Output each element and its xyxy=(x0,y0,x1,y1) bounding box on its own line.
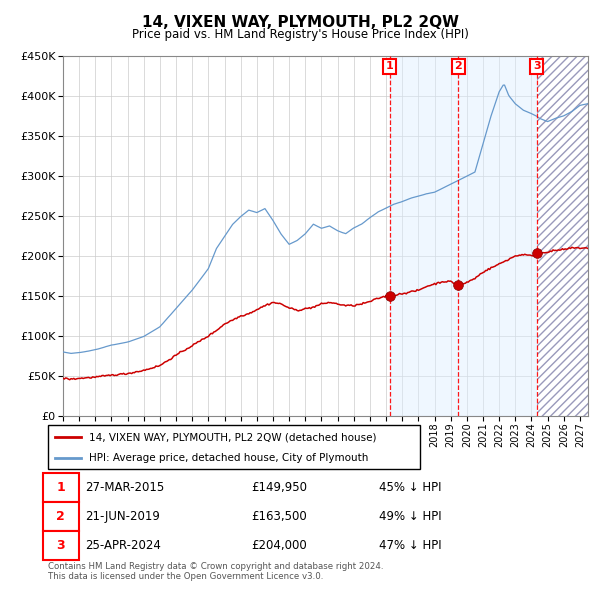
Text: 2: 2 xyxy=(454,61,462,71)
Text: 27-MAR-2015: 27-MAR-2015 xyxy=(85,481,164,494)
Bar xyxy=(390,56,536,416)
Text: Price paid vs. HM Land Registry's House Price Index (HPI): Price paid vs. HM Land Registry's House … xyxy=(131,28,469,41)
Text: 45% ↓ HPI: 45% ↓ HPI xyxy=(379,481,442,494)
Text: 3: 3 xyxy=(533,61,541,71)
FancyBboxPatch shape xyxy=(43,531,79,560)
FancyBboxPatch shape xyxy=(43,502,79,531)
Bar xyxy=(536,56,588,416)
Text: HPI: Average price, detached house, City of Plymouth: HPI: Average price, detached house, City… xyxy=(89,454,368,463)
Text: 14, VIXEN WAY, PLYMOUTH, PL2 2QW (detached house): 14, VIXEN WAY, PLYMOUTH, PL2 2QW (detach… xyxy=(89,432,376,442)
Text: 1: 1 xyxy=(386,61,394,71)
Text: £149,950: £149,950 xyxy=(251,481,307,494)
Text: 1: 1 xyxy=(56,481,65,494)
Text: Contains HM Land Registry data © Crown copyright and database right 2024.
This d: Contains HM Land Registry data © Crown c… xyxy=(48,562,383,581)
Text: 14, VIXEN WAY, PLYMOUTH, PL2 2QW: 14, VIXEN WAY, PLYMOUTH, PL2 2QW xyxy=(142,15,458,30)
Text: 49% ↓ HPI: 49% ↓ HPI xyxy=(379,510,442,523)
Text: £163,500: £163,500 xyxy=(251,510,307,523)
FancyBboxPatch shape xyxy=(48,425,420,469)
Text: £204,000: £204,000 xyxy=(251,539,307,552)
Text: 21-JUN-2019: 21-JUN-2019 xyxy=(85,510,160,523)
Text: 47% ↓ HPI: 47% ↓ HPI xyxy=(379,539,442,552)
Text: 3: 3 xyxy=(56,539,65,552)
FancyBboxPatch shape xyxy=(43,473,79,502)
Text: 2: 2 xyxy=(56,510,65,523)
Text: 25-APR-2024: 25-APR-2024 xyxy=(85,539,161,552)
